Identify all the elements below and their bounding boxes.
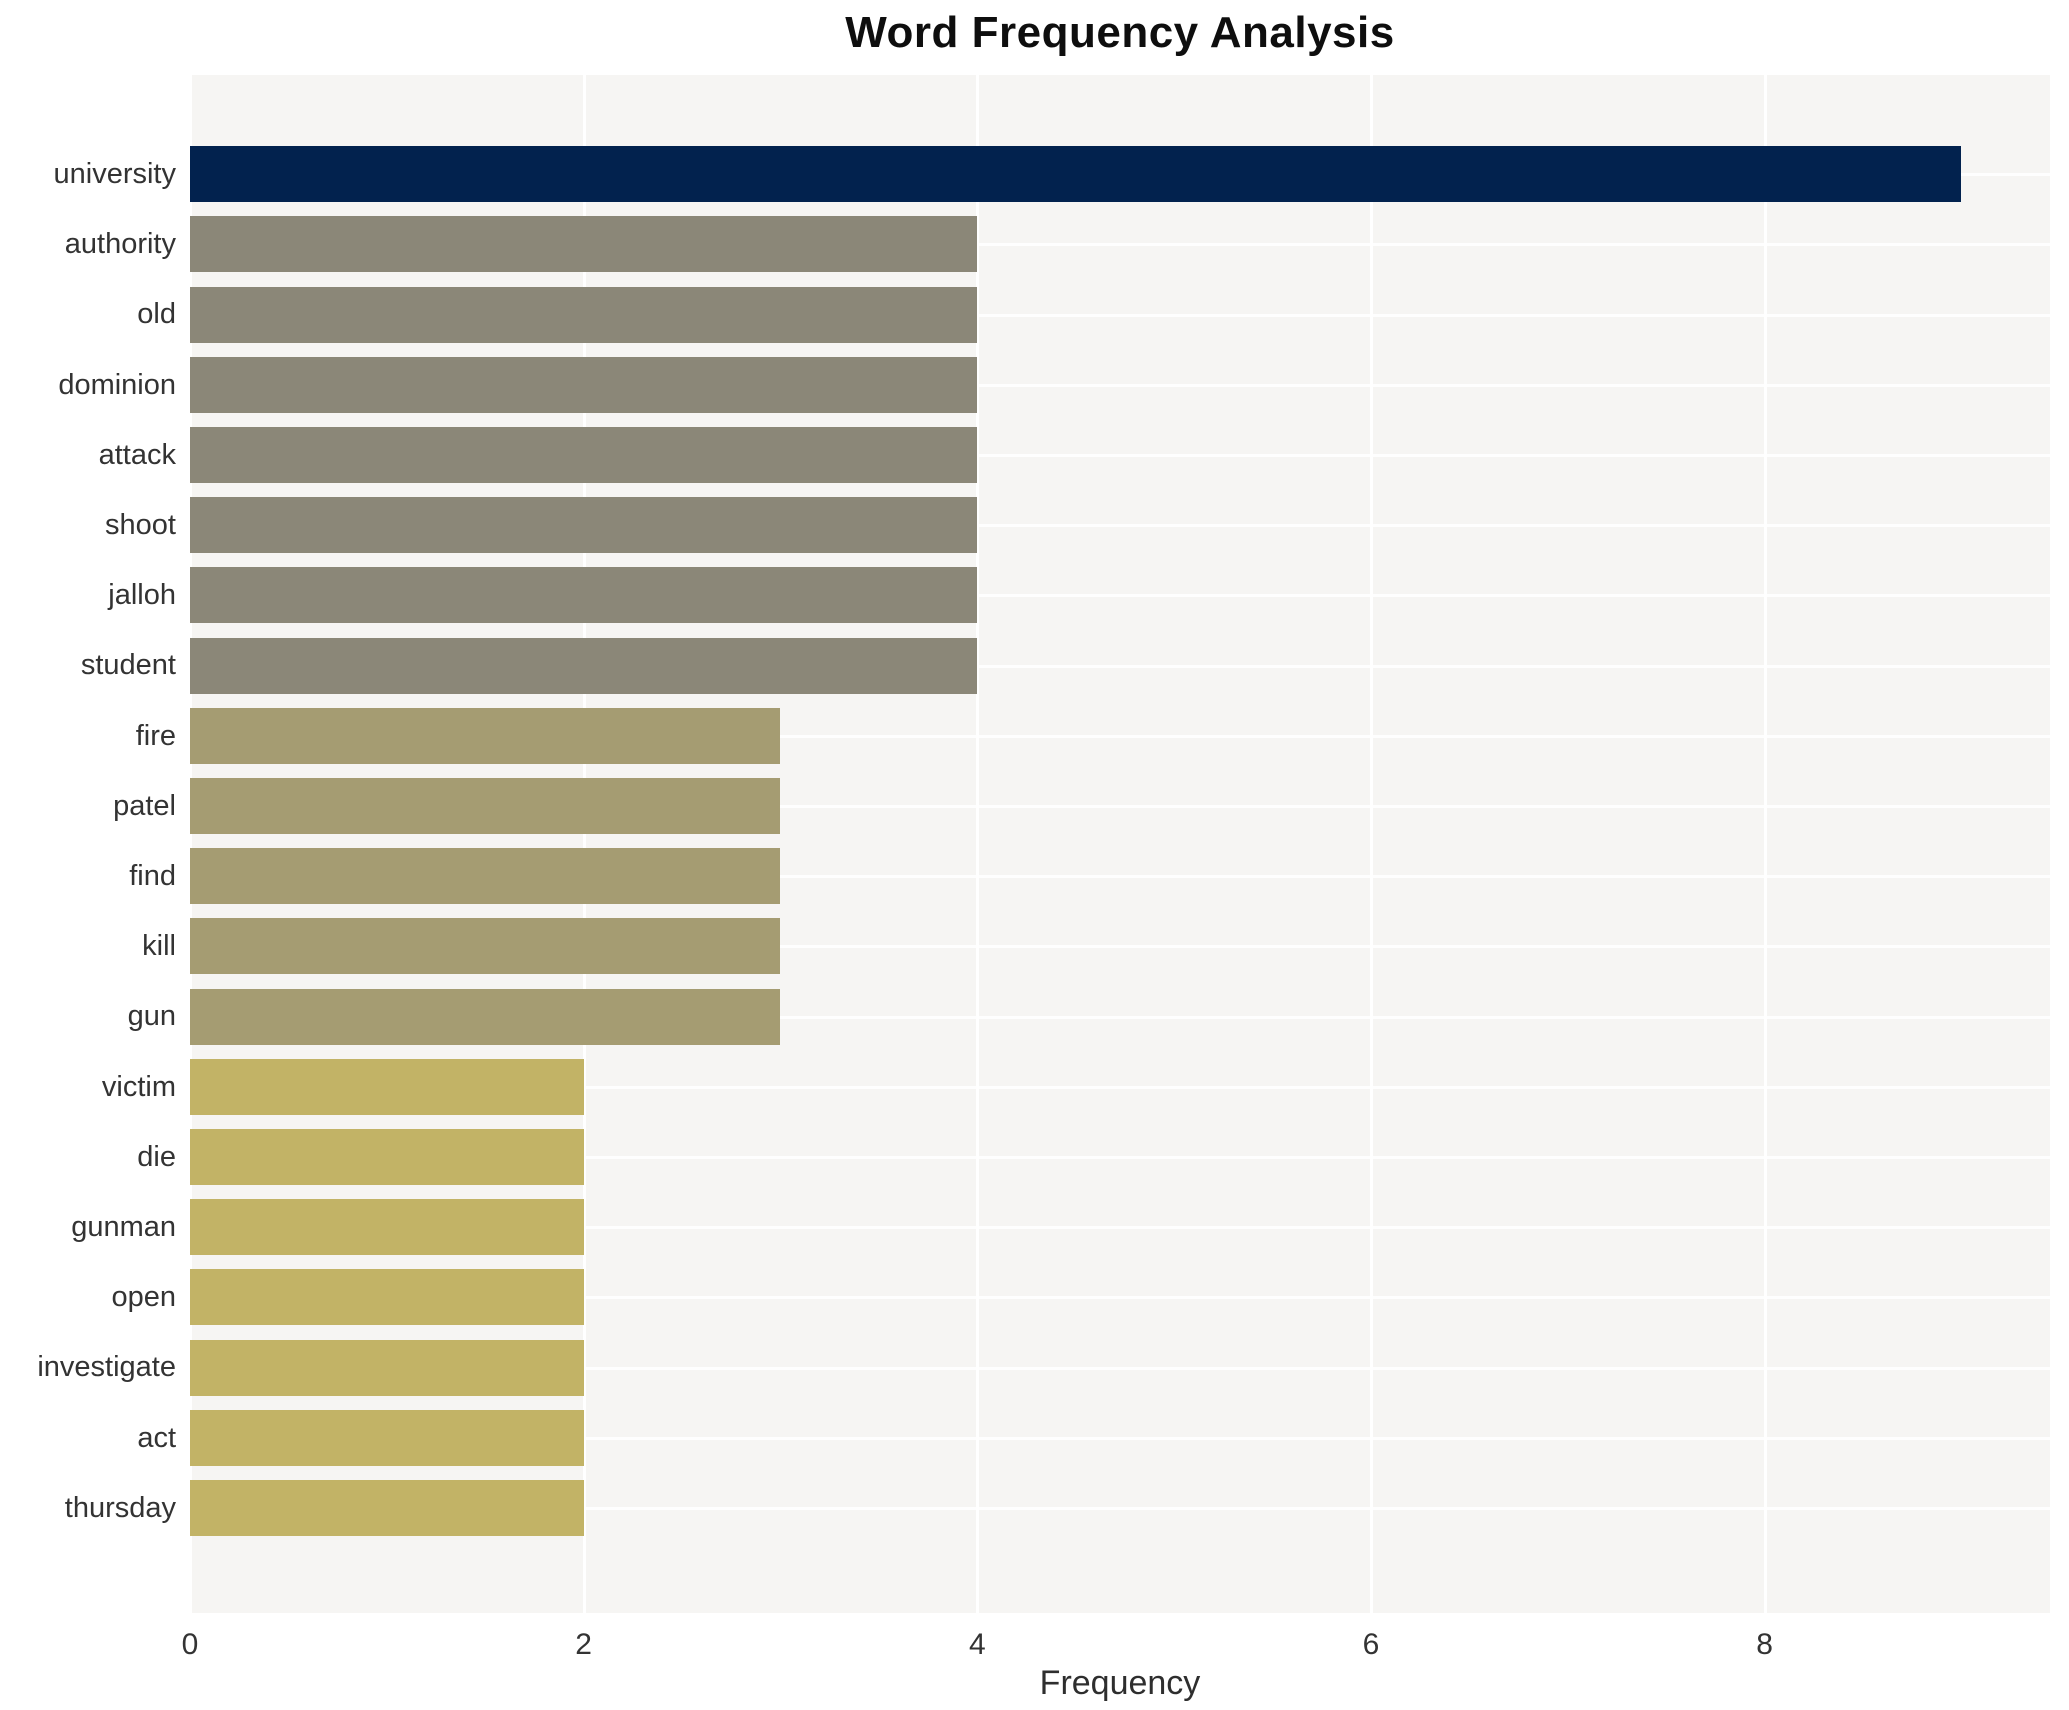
bar-dominion (190, 356, 978, 413)
y-tick-label-open: open (111, 1281, 176, 1314)
bar-investigate (190, 1339, 584, 1396)
y-tick-label-victim: victim (101, 1070, 176, 1103)
x-tick-label-4: 4 (968, 1628, 986, 1661)
y-tick-label-kill: kill (142, 930, 176, 963)
y-gridline (190, 945, 2050, 949)
plot-area (189, 75, 2050, 1613)
y-gridline (190, 453, 2050, 457)
x-tick-label-8: 8 (1756, 1628, 1773, 1661)
bar-gunman (190, 1199, 584, 1256)
y-tick-label-student: student (80, 649, 176, 682)
y-tick-label-gun: gun (127, 1000, 176, 1033)
bar-jalloh (190, 567, 978, 624)
bar-university (190, 146, 1962, 203)
bar-kill (190, 918, 781, 975)
y-gridline (190, 1436, 2050, 1440)
x-gridline (582, 75, 586, 1613)
y-gridline (190, 1155, 2050, 1159)
bar-fire (190, 707, 781, 764)
x-gridline (1369, 75, 1373, 1613)
y-gridline (190, 594, 2050, 598)
y-tick-label-find: find (129, 860, 176, 892)
bar-find (190, 848, 781, 905)
y-tick-label-thursday: thursday (64, 1491, 176, 1524)
bar-authority (190, 216, 978, 273)
y-gridline (190, 243, 2050, 247)
y-tick-label-die: die (137, 1140, 176, 1173)
y-gridline (190, 1366, 2050, 1370)
x-tick-label-2: 2 (575, 1628, 592, 1661)
x-gridline (1763, 75, 1767, 1613)
y-gridline (190, 383, 2050, 387)
y-tick-label-jalloh: jalloh (108, 579, 176, 612)
y-gridline (190, 664, 2050, 668)
bar-patel (190, 777, 781, 834)
bar-die (190, 1128, 584, 1185)
x-gridline (189, 75, 192, 1613)
y-tick-label-university: university (53, 158, 177, 190)
bar-victim (190, 1058, 584, 1115)
y-gridline (190, 734, 2050, 738)
y-tick-label-shoot: shoot (105, 509, 176, 541)
bar-shoot (190, 497, 978, 554)
y-tick-label-patel: patel (113, 789, 176, 822)
y-gridline (190, 875, 2050, 879)
y-gridline (190, 524, 2050, 528)
chart-title: Word Frequency Analysis (845, 8, 1395, 57)
y-gridline (190, 1506, 2050, 1510)
x-tick-label-6: 6 (1362, 1628, 1380, 1661)
y-tick-label-dominion: dominion (58, 368, 176, 401)
x-tick-label-0: 0 (181, 1628, 199, 1661)
x-axis-title: Frequency (1039, 1664, 1201, 1702)
bar-old (190, 286, 978, 343)
y-tick-label-act: act (137, 1421, 176, 1454)
bar-thursday (190, 1479, 584, 1536)
y-gridline (190, 1296, 2050, 1300)
y-tick-label-old: old (137, 298, 176, 331)
bar-act (190, 1409, 584, 1466)
y-gridline (190, 313, 2050, 317)
x-gridline (976, 75, 980, 1613)
bar-gun (190, 988, 781, 1045)
y-tick-label-authority: authority (64, 228, 176, 261)
bar-student (190, 637, 978, 694)
y-gridline (190, 1015, 2050, 1019)
y-gridline (190, 1226, 2050, 1230)
y-tick-label-attack: attack (98, 438, 176, 471)
y-tick-label-fire: fire (135, 719, 176, 752)
y-gridline (190, 804, 2050, 808)
y-tick-label-investigate: investigate (37, 1351, 176, 1384)
y-gridline (190, 1085, 2050, 1089)
bar-open (190, 1269, 584, 1326)
bar-attack (190, 426, 978, 483)
y-tick-label-gunman: gunman (71, 1211, 176, 1243)
